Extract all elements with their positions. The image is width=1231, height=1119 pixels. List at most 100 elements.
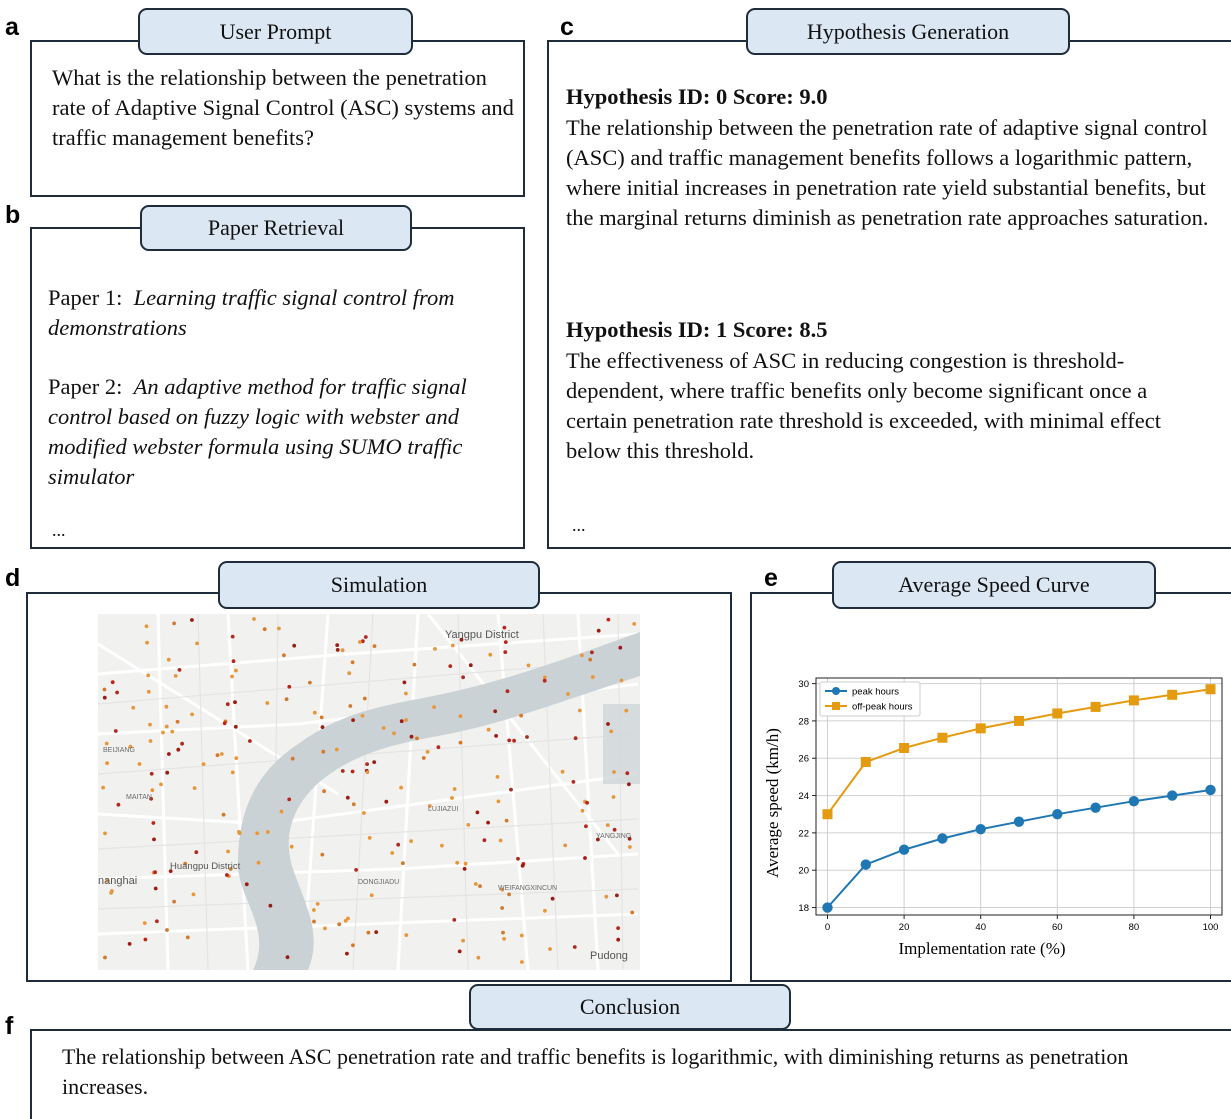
speed-chart: 0 20 40 60 80 100 18 20 22 24 26 28 30 peak hours off… — [763, 677, 1223, 958]
map-signal-dot — [580, 653, 584, 658]
map-signal-dot — [350, 660, 355, 665]
map-signal-dot — [222, 721, 227, 726]
map-signal-dot — [322, 789, 326, 794]
map-signal-dot — [432, 705, 436, 709]
map-signal-dot — [113, 729, 118, 733]
map-signal-dot — [150, 788, 155, 793]
map-signal-dot — [277, 626, 281, 631]
map-signal-dot — [255, 831, 260, 836]
map-signal-dot — [404, 718, 408, 722]
chart-ylabel: Average speed (km/h) — [763, 728, 782, 878]
map-signal-dot — [153, 870, 157, 875]
map-signal-dot — [496, 799, 501, 804]
map-signal-dot — [248, 739, 252, 743]
map-signal-dot — [340, 769, 345, 773]
map-signal-dot — [606, 617, 611, 622]
map-signal-dot — [455, 860, 460, 865]
map-signal-dot — [219, 752, 224, 756]
map-signal-dots — [101, 617, 637, 964]
user-prompt-tab: User Prompt — [138, 8, 413, 55]
map-signal-dot — [436, 745, 441, 750]
y-tick-label: 18 — [798, 903, 809, 914]
map-signal-dot — [110, 680, 115, 685]
map-signal-dot — [142, 921, 147, 925]
map-signal-dot — [604, 894, 609, 899]
panel-letter-c: c — [560, 13, 574, 41]
map-signal-dot — [190, 618, 194, 622]
series-0-point — [1090, 802, 1101, 813]
map-signal-dot — [312, 908, 316, 912]
map-signal-dot — [192, 786, 197, 790]
map-signal-dot — [627, 836, 632, 841]
y-tick-label: 22 — [798, 828, 809, 839]
map-signal-dot — [618, 645, 623, 650]
map-signal-dot — [612, 827, 617, 832]
map-signal-dot — [225, 702, 230, 707]
map-signal-dot — [191, 892, 196, 897]
map-signal-dot — [166, 657, 171, 662]
map-signal-dot — [321, 749, 326, 754]
y-tick-label: 28 — [798, 716, 809, 727]
chart-legend: peak hours off-peak hours — [819, 681, 921, 717]
map-signal-dot — [384, 799, 389, 804]
series-0-point — [1013, 816, 1025, 827]
map-signal-dot — [292, 643, 297, 648]
map-signal-dot — [363, 635, 368, 639]
series-1-point — [899, 742, 910, 753]
map-signal-dot — [362, 696, 367, 701]
map-signal-dot — [172, 899, 176, 904]
map-signal-dot — [145, 640, 149, 645]
map-signal-dot — [482, 838, 487, 843]
map-signal-dot — [105, 878, 110, 883]
map-signal-dot — [459, 637, 464, 642]
map-signal-dot — [577, 708, 582, 713]
map-signal-dot — [201, 762, 206, 766]
map-signal-dot — [466, 823, 471, 827]
map-signal-dot — [287, 684, 292, 689]
map-signal-dot — [354, 868, 358, 872]
map-label-shanghai: nanghai — [98, 875, 137, 887]
map-signal-dot — [101, 785, 105, 790]
map-signal-dot — [165, 928, 169, 932]
map-signal-dot — [103, 955, 107, 960]
map-signal-dot — [334, 747, 339, 752]
map-signal-dot — [399, 719, 404, 724]
series-0-point — [1205, 784, 1216, 796]
map-signal-dot — [498, 838, 503, 843]
map-signal-dot — [392, 731, 396, 736]
map-signal-dot — [337, 922, 342, 927]
map-signal-dot — [102, 687, 107, 692]
map-signal-dot — [590, 675, 595, 679]
paper-1-title: Learning traffic signal control from dem… — [48, 285, 455, 340]
map-signal-dot — [351, 943, 355, 948]
map-label-dongjiadu: DONGJIADU — [358, 879, 399, 886]
map-signal-dot — [512, 738, 516, 743]
map-signal-dot — [584, 824, 588, 829]
map-signal-dot — [500, 887, 505, 892]
simulation-map: Yangpu District Huangpu District nanghai… — [98, 614, 640, 970]
map-signal-dot — [320, 852, 325, 857]
map-signal-dot — [401, 861, 405, 866]
map-signal-dot — [185, 935, 190, 940]
chart-series — [822, 684, 1216, 913]
map-signal-dot — [396, 842, 401, 847]
user-prompt-text: What is the relationship between the pen… — [52, 65, 514, 150]
map-signal-dot — [170, 729, 175, 734]
map-signal-dot — [596, 837, 600, 842]
map-signal-dot — [543, 675, 547, 680]
map-signal-dot — [320, 725, 325, 729]
map-signal-dot — [128, 744, 133, 749]
hypothesis-panel — [547, 40, 1231, 549]
legend-marker-0 — [832, 687, 840, 695]
simulation-tab: Simulation — [218, 561, 540, 609]
hypothesis-tab: Hypothesis Generation — [746, 8, 1070, 55]
series-1-point — [1090, 701, 1101, 712]
panel-letter-b: b — [5, 201, 21, 229]
map-signal-dot — [175, 719, 180, 724]
map-signal-dot — [289, 844, 294, 849]
series-0-point — [975, 823, 986, 835]
map-signal-dot — [624, 708, 629, 713]
series-0-point — [937, 833, 948, 844]
map-signal-dot — [475, 810, 480, 815]
series-0-point — [898, 844, 910, 855]
